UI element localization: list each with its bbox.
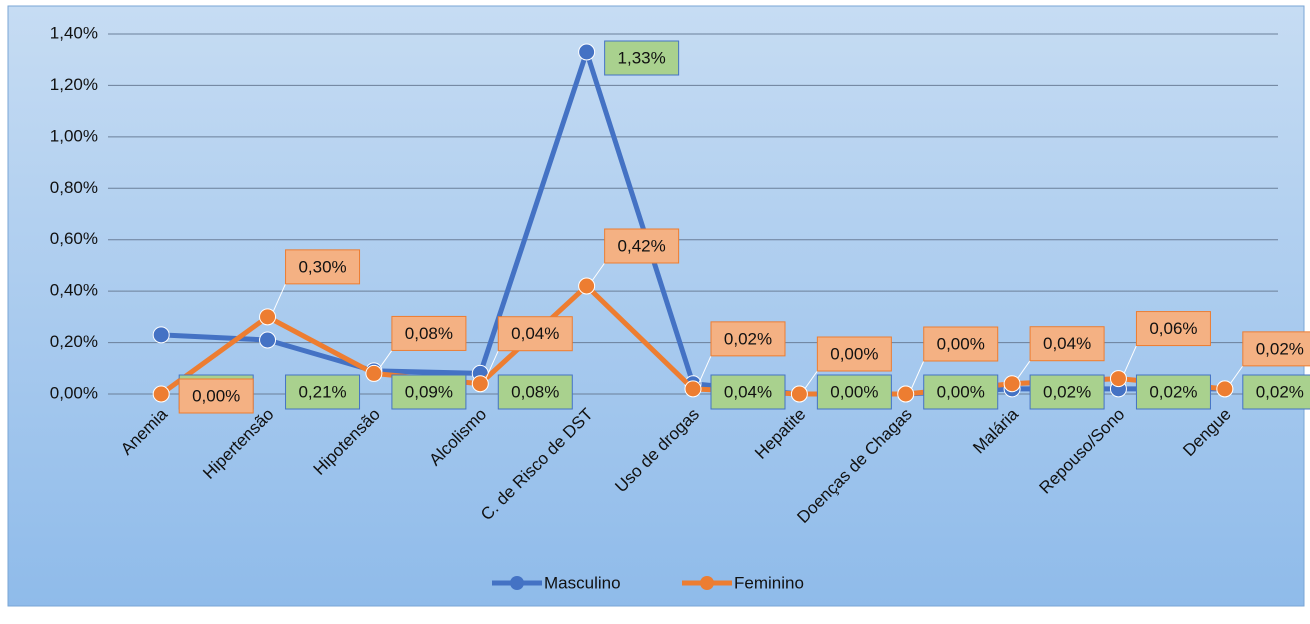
y-tick-label: 0,40%	[50, 281, 98, 300]
data-label: 0,00%	[830, 344, 878, 363]
data-label-box	[710, 321, 786, 357]
data-label-box	[923, 326, 999, 362]
data-label-box	[497, 374, 573, 410]
data-label-box	[1029, 326, 1105, 362]
marker	[578, 277, 596, 295]
data-label: 0,42%	[618, 236, 666, 255]
y-tick-label: 1,40%	[50, 23, 98, 42]
data-label: 0,30%	[298, 257, 346, 276]
leader-line	[698, 355, 712, 384]
data-label: 0,21%	[298, 382, 346, 401]
marker	[471, 375, 489, 393]
data-label: 0,00%	[192, 386, 240, 405]
marker	[790, 385, 808, 403]
data-label: 0,08%	[405, 324, 453, 343]
data-label-box	[1242, 374, 1310, 410]
marker	[152, 385, 170, 403]
data-label: 0,00%	[937, 334, 985, 353]
data-label: 0,04%	[1043, 334, 1091, 353]
y-tick-label: 1,20%	[50, 75, 98, 94]
legend-marker	[510, 576, 524, 590]
data-label-box	[1135, 374, 1211, 410]
data-label-box	[1135, 311, 1211, 347]
data-label: 0,06%	[1149, 319, 1197, 338]
data-label: 0,04%	[511, 324, 559, 343]
y-tick-label: 0,80%	[50, 178, 98, 197]
y-tick-label: 1,00%	[50, 126, 98, 145]
leader-line	[379, 350, 393, 368]
data-label: 0,00%	[937, 382, 985, 401]
data-label-box	[497, 316, 573, 352]
data-label: 0,02%	[724, 329, 772, 348]
marker	[152, 326, 170, 344]
leader-line	[1123, 345, 1137, 373]
leader-line	[804, 370, 818, 389]
y-tick-label: 0,60%	[50, 229, 98, 248]
data-label: 0,08%	[511, 382, 559, 401]
data-label-box	[391, 374, 467, 410]
leader-line	[1230, 365, 1244, 384]
data-label-box	[816, 374, 892, 410]
data-label-box	[285, 374, 361, 410]
leader-line	[273, 283, 287, 312]
background	[7, 5, 1305, 607]
data-label-box	[604, 40, 680, 76]
marker	[365, 364, 383, 382]
marker	[259, 308, 277, 326]
y-tick-label: 0,00%	[50, 383, 98, 402]
data-label: 0,02%	[1043, 382, 1091, 401]
marker	[1109, 370, 1127, 388]
data-label: 0,02%	[1256, 382, 1304, 401]
leader-line	[911, 360, 925, 389]
y-tick-label: 0,20%	[50, 332, 98, 351]
marker	[1003, 375, 1021, 393]
legend-label: Masculino	[544, 573, 621, 592]
data-label-box	[1242, 331, 1310, 367]
legend-label: Feminino	[734, 573, 804, 592]
data-label-box	[923, 374, 999, 410]
data-label: 0,02%	[1149, 382, 1197, 401]
marker	[259, 331, 277, 349]
legend-marker	[700, 576, 714, 590]
data-label: 0,02%	[1256, 339, 1304, 358]
data-label: 0,00%	[830, 382, 878, 401]
data-label-box	[391, 315, 467, 351]
data-label-box	[178, 378, 254, 414]
data-label-box	[1029, 374, 1105, 410]
marker	[1216, 380, 1234, 398]
data-label-box	[285, 249, 361, 285]
data-label-box	[604, 228, 680, 264]
data-label: 0,09%	[405, 382, 453, 401]
marker	[684, 380, 702, 398]
marker	[578, 43, 596, 61]
leader-line	[592, 262, 606, 281]
data-label-box	[816, 336, 892, 372]
data-label-box	[710, 374, 786, 410]
data-label: 0,04%	[724, 382, 772, 401]
leader-line	[485, 350, 499, 378]
marker	[897, 385, 915, 403]
leader-line	[1017, 360, 1031, 379]
data-label: 1,33%	[618, 48, 666, 67]
